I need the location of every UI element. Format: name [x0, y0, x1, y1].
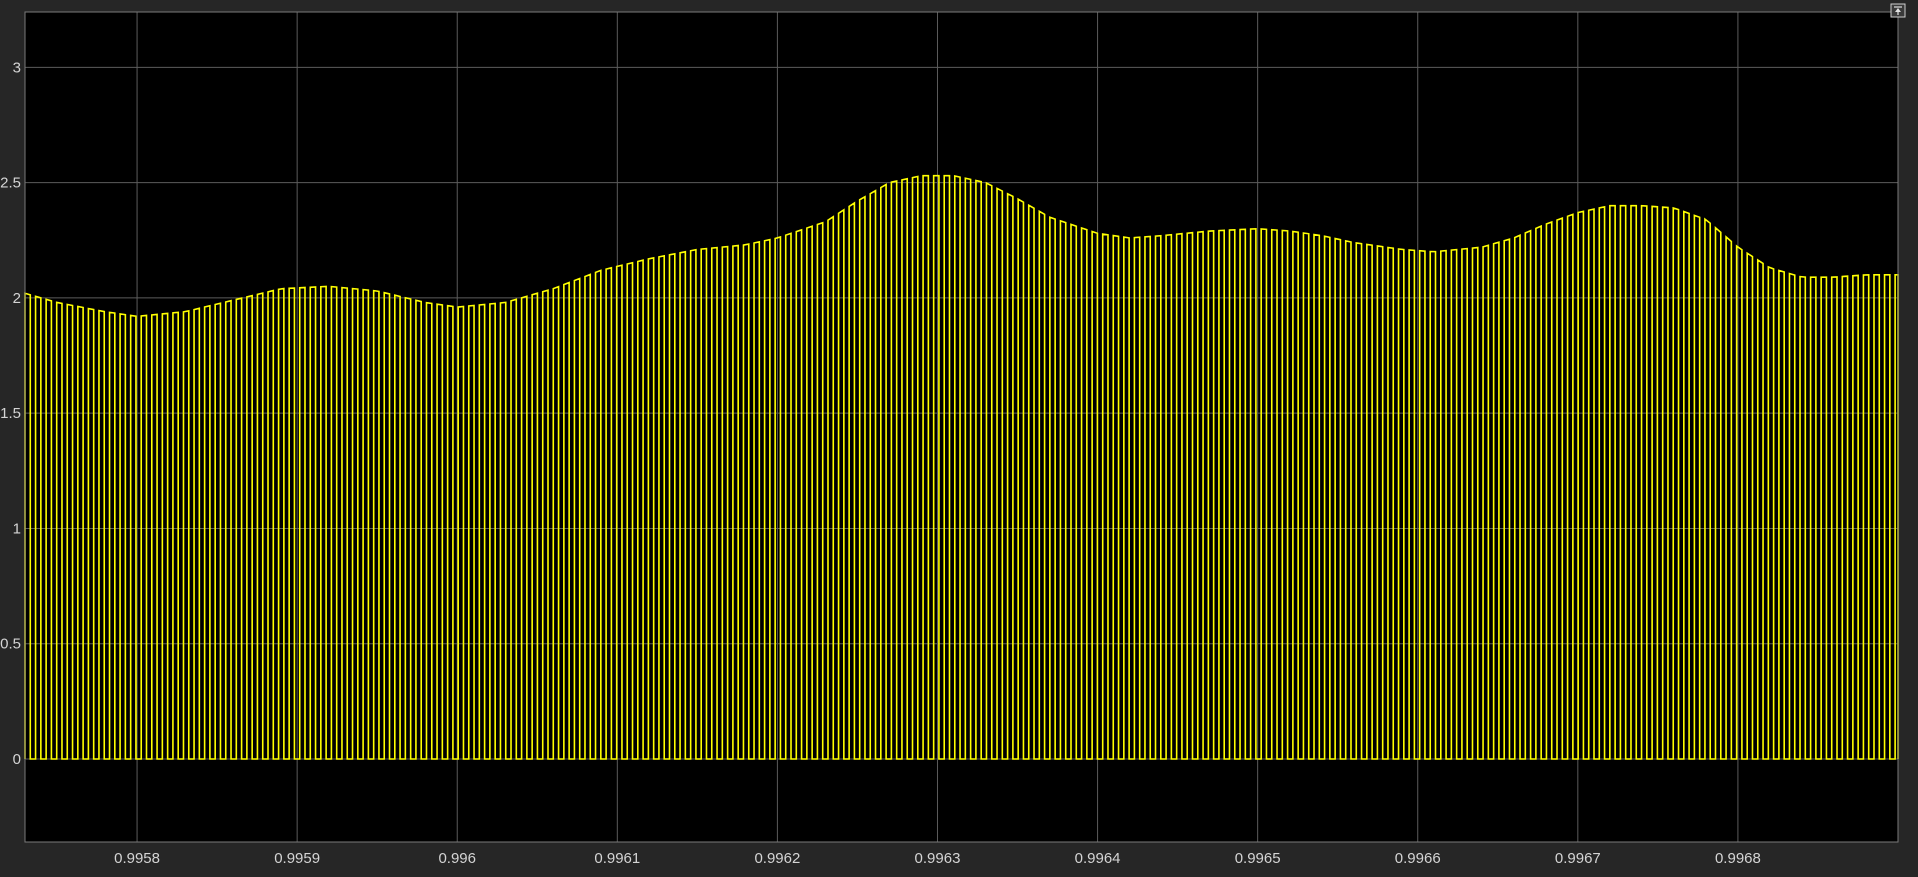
y-tick-label: 1.5	[0, 405, 21, 422]
y-tick-label: 2.5	[0, 175, 21, 192]
y-tick-label: 0.5	[0, 636, 21, 653]
x-tick-label: 0.9962	[754, 850, 800, 867]
x-tick-label: 0.9968	[1715, 850, 1761, 867]
x-tick-label: 0.9961	[594, 850, 640, 867]
signal-trace-group	[24, 174, 1899, 760]
x-tick-labels: 0.9958 0.9959 0.996 0.9961 0.9962 0.9963 0.996…	[114, 850, 1761, 867]
x-tick-label: 0.9964	[1075, 850, 1121, 867]
x-tick-label: 0.9963	[915, 850, 961, 867]
y-tick-label: 1	[13, 520, 21, 537]
x-tick-label: 0.9965	[1235, 850, 1281, 867]
x-tick-label: 0.996	[438, 850, 476, 867]
y-tick-label: 2	[13, 290, 21, 307]
x-tick-label: 0.9959	[274, 850, 320, 867]
y-tick-label: 0	[13, 751, 21, 768]
x-tick-label: 0.9967	[1555, 850, 1601, 867]
plot-border	[24, 11, 1899, 843]
expand-axes-icon	[1894, 6, 1902, 15]
x-tick-label: 0.9966	[1395, 850, 1441, 867]
autoscale-button[interactable]	[1890, 3, 1906, 18]
x-tick-label: 0.9958	[114, 850, 160, 867]
y-tick-labels: 0 0.5 1 1.5 2 2.5 3	[0, 59, 21, 768]
plot-area[interactable]	[25, 12, 1898, 842]
signal-trace	[24, 174, 1899, 760]
y-tick-label: 3	[13, 59, 21, 76]
